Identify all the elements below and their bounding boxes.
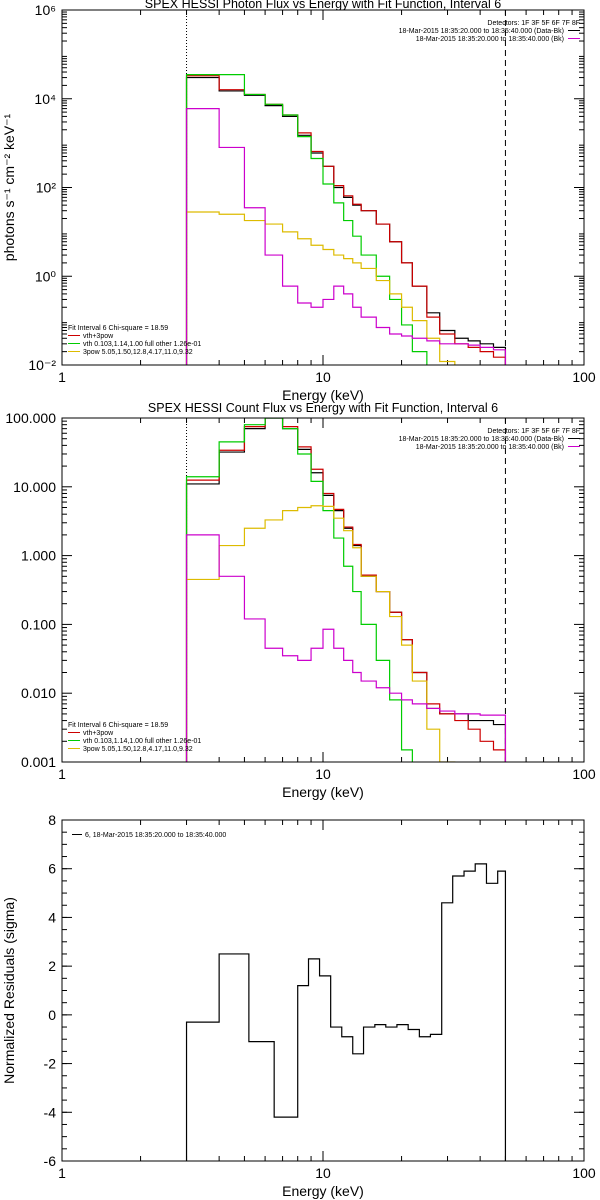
y-tick-label: 100.000 [5,410,56,426]
x-axis-label: Energy (keV) [282,784,364,800]
legend-text: vth+3pow [83,730,114,737]
y-tick-label: 10⁴ [34,91,56,107]
count-flux-panel: 1 10 100 0.001 0.010 0.100 1.000 10.000 100.000 S… [5,401,596,800]
y-tick-label: 6 [48,861,56,877]
y-tick-label: 10⁻² [28,357,56,373]
legend-text: 6, 18-Mar-2015 18:35:20.000 to 18:35:40.… [85,832,226,839]
y-tick-label: 10⁰ [35,268,57,284]
legend-text: 3pow 5.05,1.50,12.8,4.17,11.0,9.32 [83,349,193,356]
y-tick-label: 8 [48,812,56,828]
series-line-2 [185,74,428,365]
legend-text: 18-Mar-2015 18:35:20.000 to 18:35:40.000… [399,28,564,35]
series-line-0 [185,863,507,1161]
chart-title: SPEX HESSI Photon Flux vs Energy with Fi… [145,0,501,11]
legend-text: 18-Mar-2015 18:35:20.000 to 18:35:40.000… [399,436,564,443]
x-axis-label: Energy (keV) [282,387,364,403]
series-line-4 [185,107,507,365]
series-line-3 [185,211,456,365]
plot-frame [61,9,585,366]
series-line-3 [185,505,456,762]
legend-text: vth 0.103,1.14,1.00 full other 1.26e-01 [83,341,201,348]
chart-title: SPEX HESSI Count Flux vs Energy with Fit… [148,401,498,415]
legend-text: 3pow 5.05,1.50,12.8,4.17,11.0,9.32 [83,746,193,753]
y-axis-label: photons s⁻¹ cm⁻² keV⁻¹ [1,113,17,261]
photon-flux-panel: 1 10 100 10⁻² 10⁰ 10² 10⁴ 10⁶ SPEX HESSI Photon … [1,0,596,403]
y-tick-label: 0 [48,1007,56,1023]
y-tick-label: -4 [44,1104,57,1120]
x-tick-label: 100 [572,1165,596,1181]
x-tick-label: 100 [572,369,596,385]
x-tick-label: 10 [315,369,331,385]
legend-text: Fit Interval 6 Chi-square = 18.59 [68,722,168,729]
legend-text: vth+3pow [83,333,114,340]
legend-text: vth 0.103,1.14,1.00 full other 1.26e-01 [83,738,201,745]
x-tick-label: 1 [58,1165,66,1181]
x-tick-label: 1 [58,766,66,782]
y-tick-label: 0.010 [21,685,56,701]
plot-frame [61,417,585,763]
x-tick-label: 10 [315,766,331,782]
series-line-2 [185,418,413,762]
y-tick-label: 0.100 [21,616,56,632]
legend-text: Fit Interval 6 Chi-square = 18.59 [68,325,168,332]
y-tick-label: -2 [44,1056,57,1072]
y-axis-label: Normalized Residuals (sigma) [1,897,17,1084]
x-axis-label: Energy (keV) [282,1183,364,1199]
residuals-panel: 1 10 100 -6 -4 -2 0 2 4 6 8 Energy (keV) Normalized … [1,812,596,1199]
legend-text: 18-Mar-2015 18:35:20.000 to 18:35:40.000… [416,444,564,451]
y-tick-label: 2 [48,958,56,974]
y-tick-label: 0.001 [21,754,56,770]
x-tick-label: 100 [572,766,596,782]
y-tick-label: -6 [44,1153,57,1169]
legend-text: Detectors: 1F 3F 5F 6F 7F 8F [487,428,580,435]
plot-frame [61,819,585,1162]
y-tick-label: 10⁶ [35,2,56,18]
x-tick-label: 10 [315,1165,331,1181]
y-tick-label: 10.000 [13,479,56,495]
y-tick-label: 1.000 [21,548,56,564]
x-tick-label: 1 [58,369,66,385]
legend-text: Detectors: 1F 3F 5F 6F 7F 8F [487,20,580,27]
y-tick-label: 4 [48,909,56,925]
y-tick-label: 10² [36,180,57,196]
series-line-4 [185,534,507,762]
legend-text: 18-Mar-2015 18:35:20.000 to 18:35:40.000… [416,36,564,43]
